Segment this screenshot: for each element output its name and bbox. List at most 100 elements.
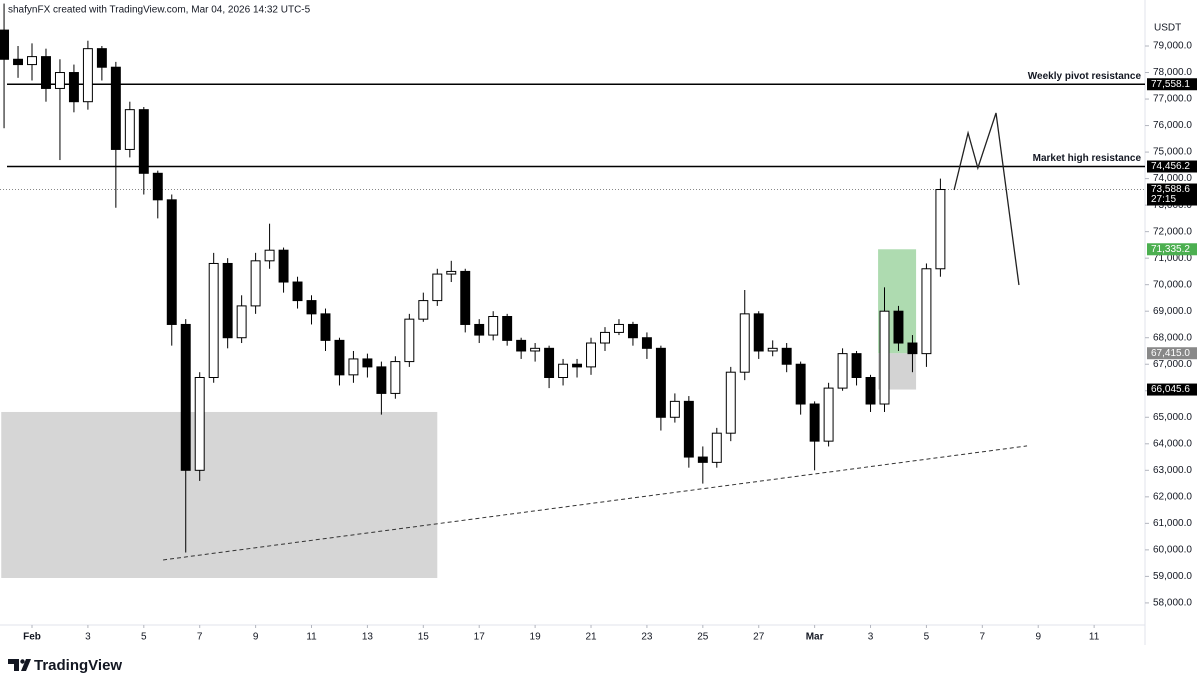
candle [572, 358, 583, 378]
candle [669, 393, 680, 423]
entry-price-box [1147, 347, 1197, 360]
candle [306, 295, 317, 325]
countdown: 27:15 [1151, 194, 1176, 205]
candle [837, 348, 848, 391]
y-tick-label: 65,000.0 [1153, 412, 1192, 423]
candle-body [334, 339, 345, 376]
x-tick-label: 23 [641, 632, 653, 643]
candle [823, 382, 834, 447]
candle [879, 287, 890, 412]
y-tick-label: 58,000.0 [1153, 598, 1192, 609]
candle [404, 313, 415, 367]
candle-body [530, 347, 541, 352]
candle-body [390, 361, 401, 394]
candle-body [516, 339, 527, 352]
candle-body [292, 281, 303, 302]
attribution: shafynFX created with TradingView.com, M… [8, 5, 311, 16]
candle [264, 223, 275, 269]
x-tick-label: 21 [585, 632, 597, 643]
candle [320, 308, 331, 351]
candle-body [613, 323, 624, 333]
x-tick-label: 27 [753, 632, 765, 643]
candle [376, 361, 387, 415]
candle-body [837, 353, 848, 389]
candle-body [208, 262, 219, 378]
candle-body [41, 56, 51, 89]
target-price-label: 71,335.2 [1151, 244, 1190, 255]
y-tick-label: 68,000.0 [1153, 332, 1192, 343]
candle-body [865, 376, 876, 405]
x-tick-label: 5 [924, 632, 930, 643]
resistance-price-box [1147, 160, 1197, 173]
candle-body [250, 260, 261, 307]
plot-area [0, 3, 1145, 578]
x-tick-label: 3 [85, 632, 91, 643]
candle [935, 178, 946, 277]
candle-body [306, 300, 317, 315]
candle [544, 345, 555, 389]
candle [739, 289, 750, 381]
candle-body [96, 48, 107, 68]
y-tick-label: 63,000.0 [1153, 465, 1192, 476]
candle-body [725, 371, 736, 434]
candle-body [110, 66, 121, 150]
candle-body [683, 400, 694, 458]
candle [809, 401, 820, 471]
target-price-box [1147, 243, 1197, 256]
candle [208, 252, 219, 383]
candle-body [627, 323, 638, 339]
candle-body [278, 249, 289, 283]
candle [907, 335, 918, 373]
candle-body [166, 199, 177, 325]
candle-body [739, 313, 750, 373]
candle-body [781, 347, 792, 365]
candle-body [907, 342, 918, 355]
candle-body [124, 109, 135, 150]
candle [166, 194, 177, 346]
candle-body [68, 72, 79, 103]
candle-body [753, 313, 764, 352]
candle [96, 46, 107, 81]
candle [795, 361, 806, 415]
candle-body [13, 58, 24, 66]
candle [488, 311, 499, 341]
candle-body [222, 262, 233, 339]
candle [152, 170, 163, 219]
candle [110, 61, 121, 208]
y-tick-label: 64,000.0 [1153, 438, 1192, 449]
candle-body [558, 363, 569, 378]
y-tick-label: 78,000.0 [1153, 67, 1192, 78]
candle [641, 332, 652, 359]
candle [865, 374, 876, 412]
candle [27, 43, 37, 81]
trendline [163, 445, 1028, 561]
projection-path [953, 112, 1020, 286]
y-tick-label: 60,000.0 [1153, 545, 1192, 556]
candle [13, 46, 24, 78]
candle [390, 356, 401, 399]
x-tick-label: 5 [141, 632, 147, 643]
y-tick-label: 77,000.0 [1153, 94, 1192, 105]
y-tick-label: 61,000.0 [1153, 518, 1192, 529]
x-tick-label: 17 [474, 632, 486, 643]
candle [613, 319, 624, 336]
last-price-label: 73,588.6 [1151, 184, 1190, 195]
candle-body [600, 331, 610, 344]
candle-body [879, 310, 890, 405]
support-zone [1, 411, 438, 578]
candle [138, 107, 149, 195]
currency: USDT [1154, 23, 1181, 34]
candle [851, 350, 862, 386]
x-tick-label: 11 [1089, 632, 1100, 643]
candle-body [27, 56, 37, 66]
candle-body [320, 313, 331, 341]
candle [334, 337, 345, 386]
candle-body [488, 316, 499, 336]
candle [278, 247, 289, 293]
candle [432, 268, 443, 306]
resistance-price-label: 74,456.2 [1151, 161, 1190, 172]
candle [558, 358, 569, 386]
candle [41, 48, 51, 102]
candle-body [641, 337, 652, 349]
